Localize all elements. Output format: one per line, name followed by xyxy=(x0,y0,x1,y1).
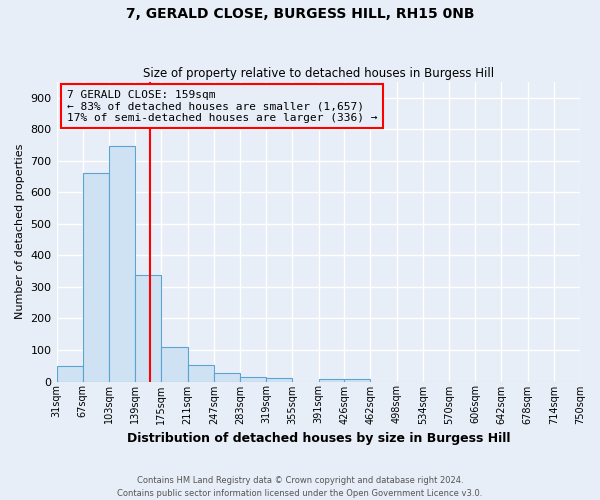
Bar xyxy=(240,377,266,382)
X-axis label: Distribution of detached houses by size in Burgess Hill: Distribution of detached houses by size … xyxy=(127,432,510,445)
Text: 7, GERALD CLOSE, BURGESS HILL, RH15 0NB: 7, GERALD CLOSE, BURGESS HILL, RH15 0NB xyxy=(126,8,474,22)
Bar xyxy=(161,348,188,382)
Text: Contains HM Land Registry data © Crown copyright and database right 2024.
Contai: Contains HM Land Registry data © Crown c… xyxy=(118,476,482,498)
Bar xyxy=(214,373,240,382)
Text: 7 GERALD CLOSE: 159sqm
← 83% of detached houses are smaller (1,657)
17% of semi-: 7 GERALD CLOSE: 159sqm ← 83% of detached… xyxy=(67,90,377,122)
Bar xyxy=(319,379,344,382)
Bar xyxy=(266,378,292,382)
Bar xyxy=(135,275,161,382)
Title: Size of property relative to detached houses in Burgess Hill: Size of property relative to detached ho… xyxy=(143,66,494,80)
Bar xyxy=(56,366,83,382)
Bar xyxy=(83,174,109,382)
Bar xyxy=(188,365,214,382)
Bar xyxy=(109,146,135,382)
Bar xyxy=(344,379,370,382)
Y-axis label: Number of detached properties: Number of detached properties xyxy=(15,144,25,320)
